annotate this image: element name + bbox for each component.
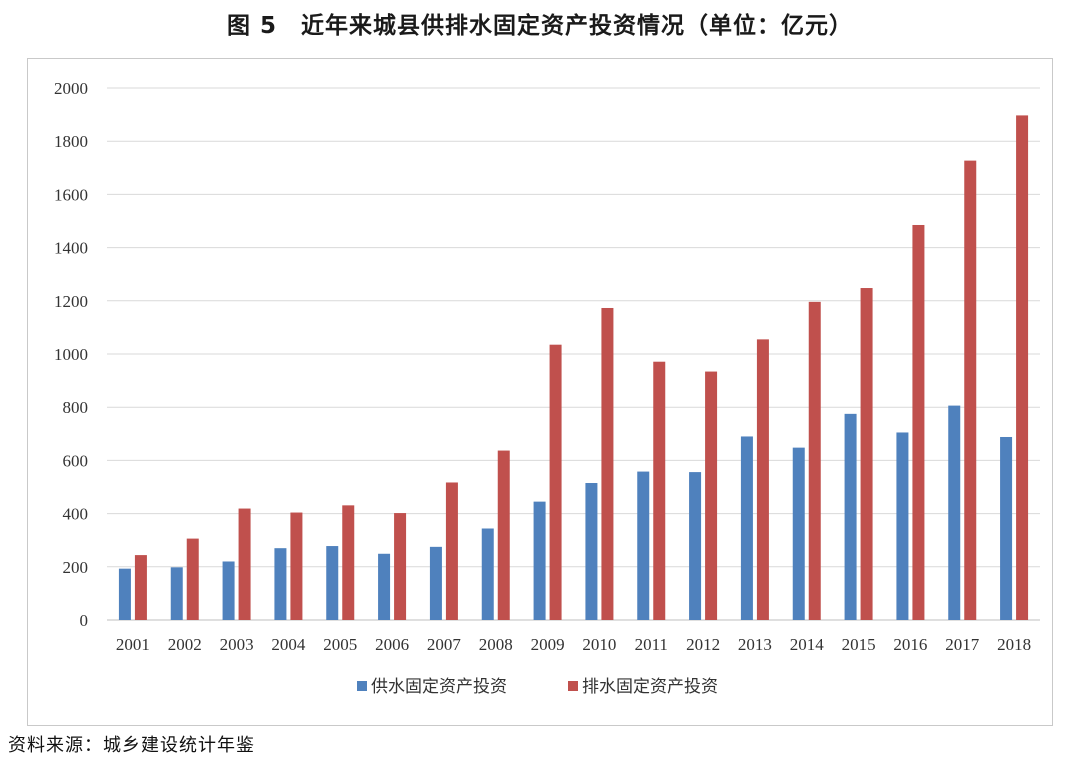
chart-frame	[27, 58, 1053, 726]
bar-drainage-2010	[601, 307, 614, 620]
y-tick-label: 1600	[54, 185, 88, 204]
bar-drainage-2003	[238, 508, 251, 620]
x-tick-label: 2012	[686, 635, 720, 654]
x-tick-label: 2010	[582, 635, 616, 654]
bar-drainage-2017	[964, 160, 977, 620]
bar-drainage-2002	[186, 538, 199, 620]
y-tick-label: 2000	[54, 79, 88, 98]
y-tick-label: 800	[63, 398, 89, 417]
bar-drainage-2007	[445, 482, 458, 620]
x-tick-label: 2014	[790, 635, 825, 654]
chart-title: 图 5 近年来城县供排水固定资产投资情况（单位：亿元）	[226, 13, 853, 39]
legend-label: 供水固定资产投资	[371, 677, 507, 697]
bar-supply-2004	[274, 548, 287, 620]
y-tick-label: 1000	[54, 345, 88, 364]
x-tick-label: 2004	[271, 635, 306, 654]
bar-supply-2010	[585, 483, 598, 620]
x-tick-label: 2016	[893, 635, 927, 654]
bar-drainage-2001	[134, 555, 147, 620]
x-tick-label: 2001	[116, 635, 150, 654]
x-tick-label: 2008	[479, 635, 513, 654]
x-tick-label: 2017	[945, 635, 980, 654]
bar-supply-2009	[533, 501, 546, 620]
x-tick-label: 2011	[635, 635, 668, 654]
x-axis-tick-labels: 2001 2002 2003 2004 2005 2006 2007 2008 2009 2010…	[116, 635, 1031, 654]
y-tick-label: 200	[63, 558, 89, 577]
bar-chart: 0 200 400 600 800 1000 1200 1400 1600 1800 2000 20…	[54, 79, 1040, 697]
bar-supply-2007	[429, 546, 442, 620]
bar-supply-2012	[689, 472, 702, 620]
bar-supply-2006	[378, 553, 391, 620]
bar-drainage-2015	[860, 288, 873, 620]
bar-drainage-2014	[808, 301, 821, 620]
x-tick-label: 2009	[531, 635, 565, 654]
bar-drainage-2006	[394, 513, 407, 620]
bar-drainage-2016	[912, 224, 925, 621]
bar-drainage-2012	[705, 371, 718, 620]
bar-supply-2002	[170, 567, 183, 620]
x-tick-label: 2018	[997, 635, 1031, 654]
bars	[118, 115, 1029, 621]
bar-drainage-2009	[549, 344, 562, 620]
bar-supply-2001	[118, 568, 131, 620]
x-tick-label: 2003	[220, 635, 254, 654]
bar-supply-2015	[844, 413, 857, 620]
legend-label: 排水固定资产投资	[582, 677, 718, 697]
y-tick-label: 0	[80, 611, 89, 630]
x-tick-label: 2007	[427, 635, 462, 654]
x-tick-label: 2006	[375, 635, 409, 654]
x-tick-label: 2015	[842, 635, 876, 654]
y-axis-tick-labels: 0 200 400 600 800 1000 1200 1400 1600 1800 2000	[54, 79, 88, 630]
bar-supply-2014	[792, 447, 805, 620]
gridlines	[107, 87, 1040, 621]
bar-supply-2016	[896, 432, 909, 620]
bar-drainage-2005	[342, 505, 355, 620]
source-note: 资料来源：城乡建设统计年鉴	[8, 735, 255, 756]
x-tick-label: 2005	[323, 635, 357, 654]
y-tick-label: 1400	[54, 239, 88, 258]
y-tick-label: 1200	[54, 292, 88, 311]
bar-supply-2017	[948, 405, 961, 620]
bar-drainage-2013	[756, 339, 769, 620]
bar-supply-2018	[1000, 436, 1013, 620]
y-tick-label: 1800	[54, 132, 88, 151]
bar-supply-2013	[740, 436, 753, 620]
bar-drainage-2011	[653, 361, 666, 620]
bar-drainage-2004	[290, 512, 303, 620]
legend-swatch	[357, 681, 367, 691]
x-tick-label: 2013	[738, 635, 772, 654]
x-tick-label: 2002	[168, 635, 202, 654]
bar-supply-2003	[222, 561, 235, 620]
bar-supply-2005	[326, 546, 339, 620]
bar-supply-2008	[481, 528, 494, 620]
y-tick-label: 600	[63, 451, 89, 470]
bar-drainage-2008	[497, 450, 510, 620]
y-tick-label: 400	[63, 505, 89, 524]
bar-supply-2011	[637, 471, 650, 620]
legend-swatch	[568, 681, 578, 691]
bar-drainage-2018	[1016, 115, 1029, 621]
legend: 供水固定资产投资 排水固定资产投资	[357, 677, 718, 697]
